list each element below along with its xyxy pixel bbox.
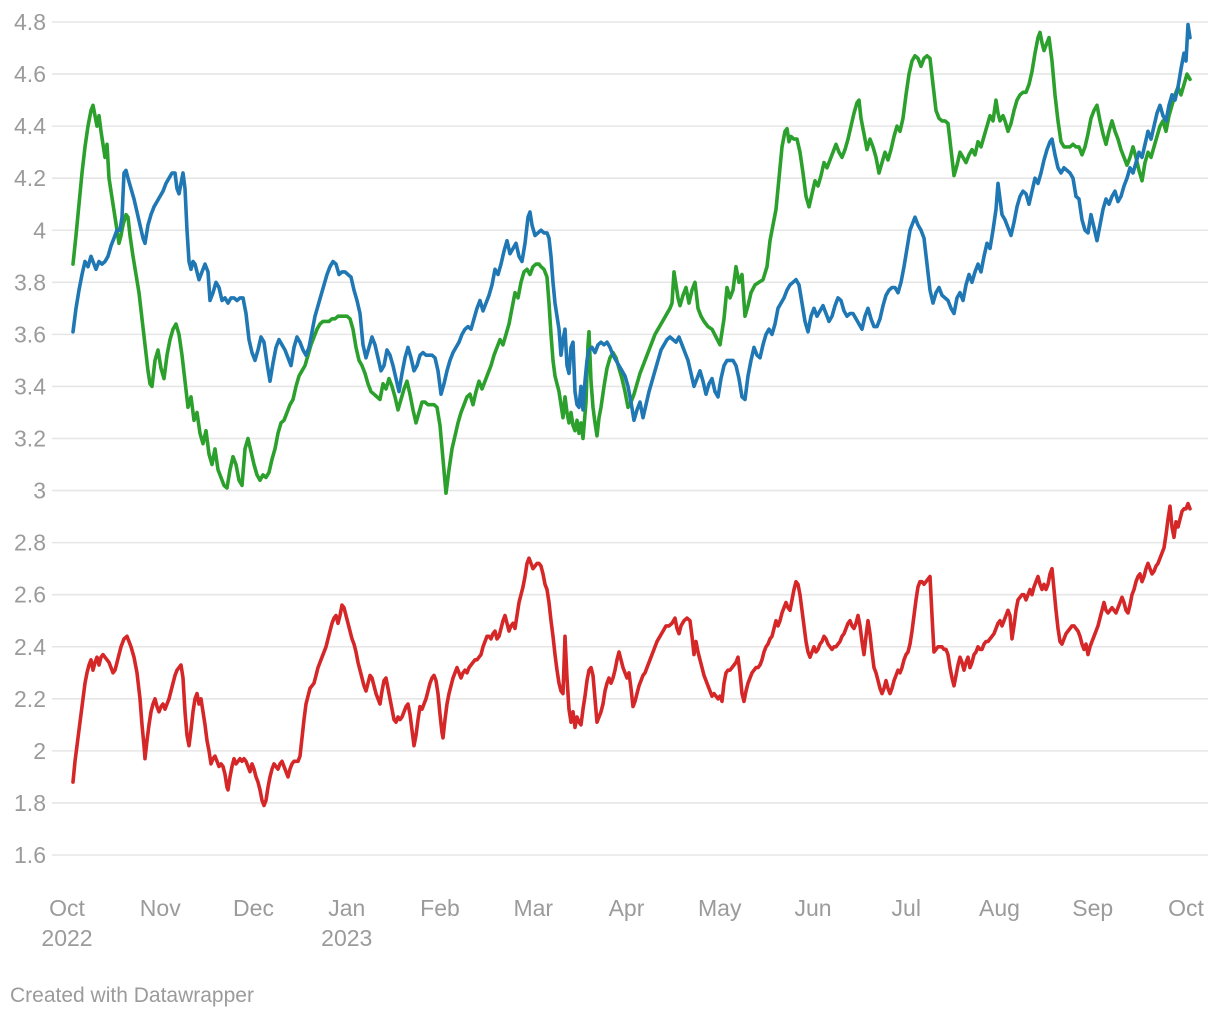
x-tick-label: Oct bbox=[49, 895, 85, 921]
x-tick-label: Apr bbox=[609, 895, 645, 921]
y-tick-label: 4 bbox=[33, 217, 46, 243]
x-tick-label: Aug bbox=[979, 895, 1020, 921]
x-tick-label: Oct bbox=[1168, 895, 1204, 921]
y-tick-label: 3.8 bbox=[14, 269, 46, 295]
x-tick-label: Jul bbox=[892, 895, 921, 921]
y-tick-label: 3.6 bbox=[14, 321, 46, 347]
x-tick-year-label: 2022 bbox=[41, 925, 92, 951]
y-tick-label: 3.2 bbox=[14, 426, 46, 452]
gridlines bbox=[52, 21, 1208, 856]
y-tick-label: 1.8 bbox=[14, 790, 46, 816]
x-axis-labels: Oct 2022 Nov Dec Jan 2023 Feb Mar Apr May Jun Jul Au… bbox=[41, 895, 1204, 951]
series-line-red bbox=[71, 501, 1192, 808]
y-tick-label: 2.4 bbox=[14, 634, 46, 660]
y-tick-label: 4.2 bbox=[14, 165, 46, 191]
y-tick-label: 2 bbox=[33, 738, 46, 764]
x-tick-label: Sep bbox=[1072, 895, 1113, 921]
y-tick-label: 4.4 bbox=[14, 113, 46, 139]
y-tick-label: 2.6 bbox=[14, 582, 46, 608]
y-tick-label: 4.6 bbox=[14, 61, 46, 87]
x-tick-label: Nov bbox=[140, 895, 181, 921]
y-tick-label: 2.8 bbox=[14, 530, 46, 556]
x-tick-label: Jan bbox=[328, 895, 365, 921]
x-tick-label: May bbox=[698, 895, 742, 921]
datawrapper-credit-link[interactable]: Created with Datawrapper bbox=[10, 984, 254, 1007]
x-tick-label: Mar bbox=[513, 895, 553, 921]
series-line-green bbox=[71, 30, 1192, 495]
y-tick-label: 4.8 bbox=[14, 9, 46, 35]
x-tick-label: Feb bbox=[420, 895, 460, 921]
y-tick-label: 3 bbox=[33, 478, 46, 504]
y-tick-label: 1.6 bbox=[14, 842, 46, 868]
y-tick-label: 3.4 bbox=[14, 373, 46, 399]
x-tick-year-label: 2023 bbox=[321, 925, 372, 951]
y-tick-label: 2.2 bbox=[14, 686, 46, 712]
x-tick-label: Dec bbox=[233, 895, 274, 921]
y-axis-labels: 4.8 4.6 4.4 4.2 4 3.8 3.6 3.4 3.2 3 2.8 2.6 2.4 2.2 2 1… bbox=[14, 9, 46, 868]
x-tick-label: Jun bbox=[794, 895, 831, 921]
series-line-blue bbox=[71, 22, 1192, 423]
